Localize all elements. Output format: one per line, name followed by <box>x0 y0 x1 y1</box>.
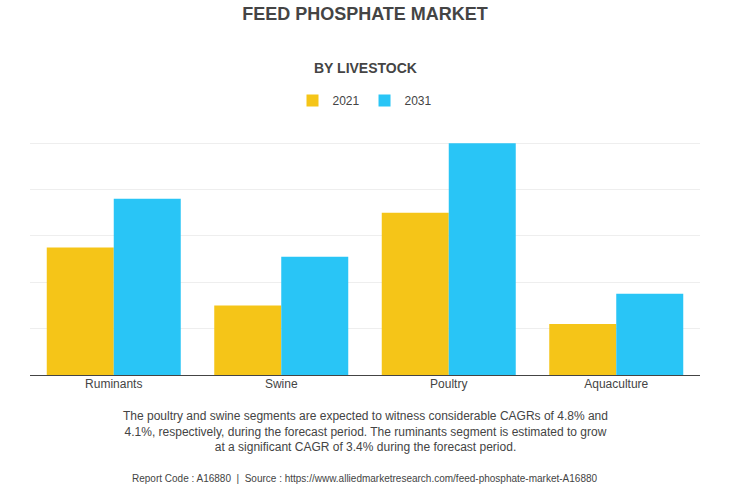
svg-text:The poultry and swine segments: The poultry and swine segments are expec… <box>123 409 608 454</box>
svg-text:Swine: Swine <box>265 377 298 391</box>
svg-text:2021: 2021 <box>333 94 360 108</box>
svg-text:BY LIVESTOCK: BY LIVESTOCK <box>314 60 417 76</box>
svg-text:Aquaculture: Aquaculture <box>584 377 648 391</box>
svg-text:Poultry: Poultry <box>430 377 467 391</box>
svg-text:Ruminants: Ruminants <box>85 377 142 391</box>
svg-text:Report Code : A16880 | Sourc: Report Code : A16880 | Source : https://… <box>132 473 598 484</box>
svg-text:2031: 2031 <box>405 94 432 108</box>
svg-text:FEED PHOSPHATE MARKET: FEED PHOSPHATE MARKET <box>242 4 488 24</box>
